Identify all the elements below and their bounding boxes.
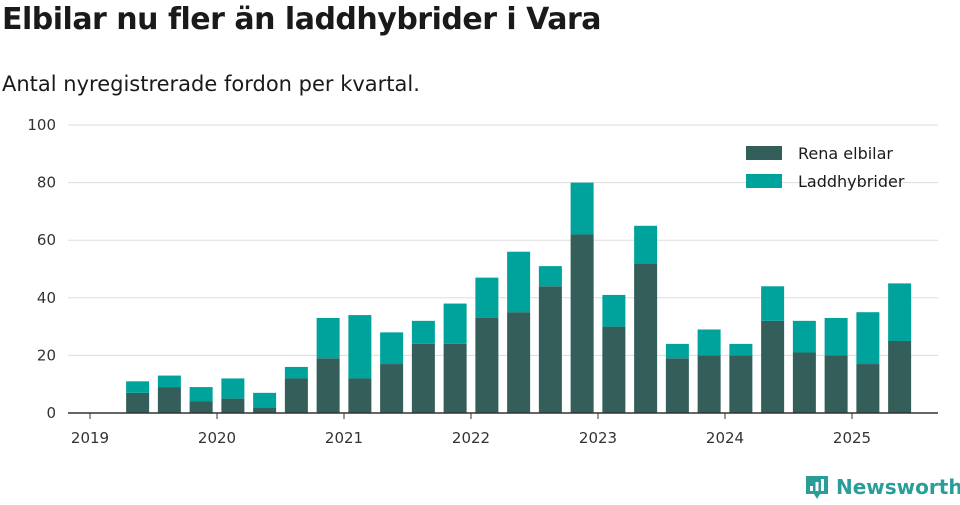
bar	[570, 234, 594, 413]
x-tick-label: 2019	[71, 429, 109, 447]
legend-label: Laddhybrider	[798, 172, 905, 191]
chart-title: Elbilar nu fler än laddhybrider i Vara	[2, 2, 602, 37]
bar	[316, 317, 340, 359]
bar	[126, 381, 150, 393]
bar	[316, 358, 340, 413]
legend-label: Rena elbilar	[798, 144, 893, 163]
bar	[665, 343, 689, 359]
bar	[475, 277, 499, 318]
bar	[380, 364, 404, 413]
bar	[443, 303, 467, 344]
bar	[538, 266, 562, 287]
x-tick-label: 2021	[325, 429, 363, 447]
bar	[634, 225, 658, 264]
bar	[189, 387, 213, 402]
x-tick-label: 2024	[706, 429, 744, 447]
bar	[253, 392, 277, 408]
legend-swatch	[746, 174, 782, 188]
bar	[729, 355, 753, 413]
y-tick-label: 20	[37, 346, 56, 364]
y-tick-label: 40	[37, 289, 56, 307]
bar	[411, 320, 435, 344]
bar	[507, 312, 531, 413]
bar	[443, 343, 467, 413]
bar	[697, 355, 721, 413]
bar	[824, 355, 848, 413]
bar	[634, 263, 658, 413]
bar	[157, 375, 181, 388]
newsworthy-chart-icon	[806, 476, 828, 499]
y-tick-label: 100	[27, 116, 56, 134]
y-tick-label: 60	[37, 231, 56, 249]
bar	[888, 283, 912, 341]
bar	[792, 320, 816, 353]
bar	[761, 320, 785, 413]
x-tick-label: 2022	[452, 429, 490, 447]
y-axis-labels: 0 20 40 60 80 100	[27, 116, 56, 422]
bar	[221, 398, 245, 413]
bar	[348, 315, 372, 379]
bar	[126, 392, 150, 413]
bars	[126, 182, 912, 413]
bar	[602, 294, 626, 327]
x-tick-label: 2023	[579, 429, 617, 447]
bar	[284, 378, 308, 413]
bar	[348, 378, 372, 413]
bar	[221, 378, 245, 399]
bar	[189, 401, 213, 413]
y-tick-label: 0	[46, 404, 56, 422]
x-tick-label: 2025	[833, 429, 871, 447]
stacked-bar-chart: 0 20 40 60 80 100 2019 2020 2021 2022 2023 2024 202…	[27, 116, 938, 447]
legend-swatch	[746, 146, 782, 160]
legend: Rena elbilar Laddhybrider	[746, 144, 905, 191]
bar	[792, 352, 816, 413]
bar	[665, 358, 689, 413]
bar	[697, 329, 721, 356]
brand-name: Newsworthy	[836, 475, 960, 499]
y-tick-label: 80	[37, 174, 56, 192]
bar	[602, 326, 626, 413]
bar	[507, 251, 531, 313]
bar	[824, 317, 848, 356]
bar	[253, 407, 277, 413]
bar	[411, 343, 435, 413]
bar	[729, 343, 753, 356]
bar	[888, 341, 912, 413]
bar	[380, 332, 404, 365]
bar	[157, 387, 181, 413]
bar	[570, 182, 594, 235]
x-tick-label: 2020	[198, 429, 236, 447]
x-axis: 2019 2020 2021 2022 2023 2024 2025	[68, 412, 938, 447]
newsworthy-logo: Newsworthy	[804, 474, 960, 500]
bar	[856, 364, 880, 413]
chart-subtitle: Antal nyregistrerade fordon per kvartal.	[2, 72, 420, 96]
bar	[856, 312, 880, 365]
bar	[761, 286, 785, 321]
bar	[284, 366, 308, 379]
bar	[475, 317, 499, 413]
bar	[538, 286, 562, 413]
